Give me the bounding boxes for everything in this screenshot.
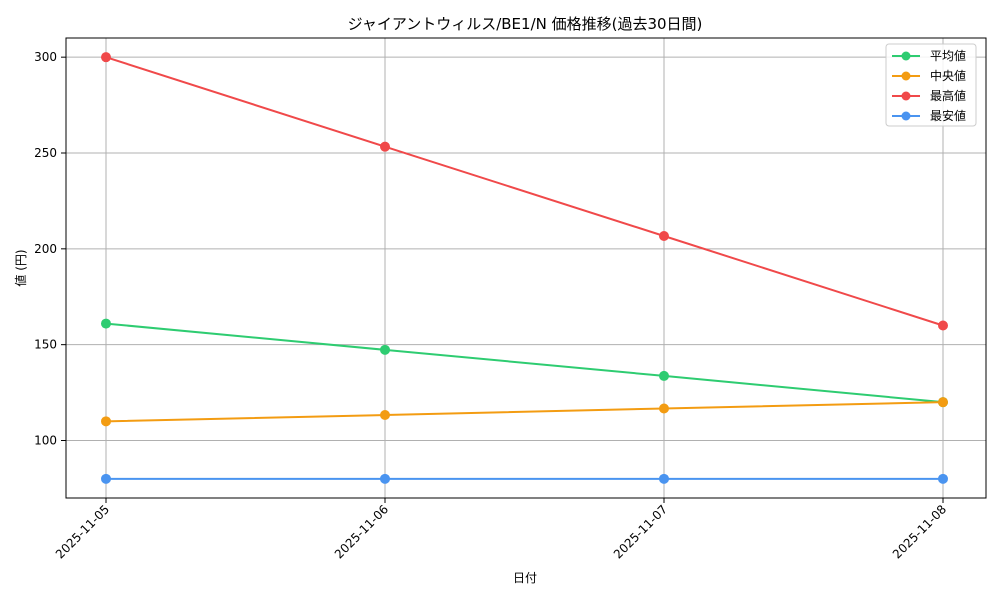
y-tick-label: 250 — [34, 146, 57, 160]
data-point — [380, 410, 390, 421]
legend-marker — [901, 71, 911, 81]
data-point — [380, 473, 390, 484]
data-point — [380, 344, 390, 355]
legend-item: 最高値 — [892, 88, 966, 103]
legend-box — [885, 43, 977, 127]
data-point — [101, 473, 111, 484]
y-axis-label: 値 (円) — [13, 249, 28, 286]
data-point — [938, 473, 948, 484]
data-point — [938, 320, 948, 331]
legend-item: 平均値 — [892, 48, 966, 63]
data-point — [659, 403, 669, 414]
legend-marker — [901, 111, 911, 121]
series-group — [101, 473, 948, 484]
data-point — [101, 416, 111, 427]
legend-item: 中央値 — [892, 68, 966, 83]
x-tick-label: 2025-11-05 — [53, 502, 112, 561]
x-tick-label: 2025-11-08 — [890, 502, 949, 561]
x-axis-label: 日付 — [513, 571, 537, 585]
legend-label: 中央値 — [930, 68, 966, 83]
y-axis-ticks: 100 150 200 250 300 — [34, 50, 66, 448]
legend-label: 最高値 — [930, 88, 966, 103]
legend-marker — [901, 91, 911, 101]
series-group — [101, 397, 948, 427]
data-point — [101, 52, 111, 63]
series-layer — [101, 52, 948, 484]
data-point — [380, 141, 390, 152]
x-tick-label: 2025-11-06 — [332, 502, 391, 561]
data-point — [659, 230, 669, 241]
y-tick-label: 150 — [34, 338, 57, 352]
legend-marker — [901, 51, 911, 61]
grid-lines — [66, 38, 986, 498]
data-point — [659, 370, 669, 381]
chart-title: ジャイアントウィルス/BE1/N 価格推移(過去30日間) — [348, 15, 703, 33]
legend-label: 平均値 — [930, 48, 966, 63]
series-line — [105, 401, 944, 423]
series-line — [105, 56, 944, 327]
x-axis-ticks: 2025-11-05 2025-11-06 2025-11-07 2025-11-08 — [53, 498, 949, 561]
y-tick-label: 100 — [34, 434, 57, 448]
plot-frame — [65, 37, 987, 499]
data-point — [101, 318, 111, 329]
data-point — [938, 397, 948, 408]
x-tick-label: 2025-11-07 — [611, 502, 670, 561]
series-group — [101, 52, 948, 331]
series-line — [105, 322, 944, 404]
data-point — [659, 473, 669, 484]
legend-label: 最安値 — [930, 108, 966, 123]
series-group — [101, 318, 948, 408]
y-tick-label: 200 — [34, 242, 57, 256]
legend-item: 最安値 — [892, 108, 966, 123]
y-tick-label: 300 — [34, 50, 57, 64]
